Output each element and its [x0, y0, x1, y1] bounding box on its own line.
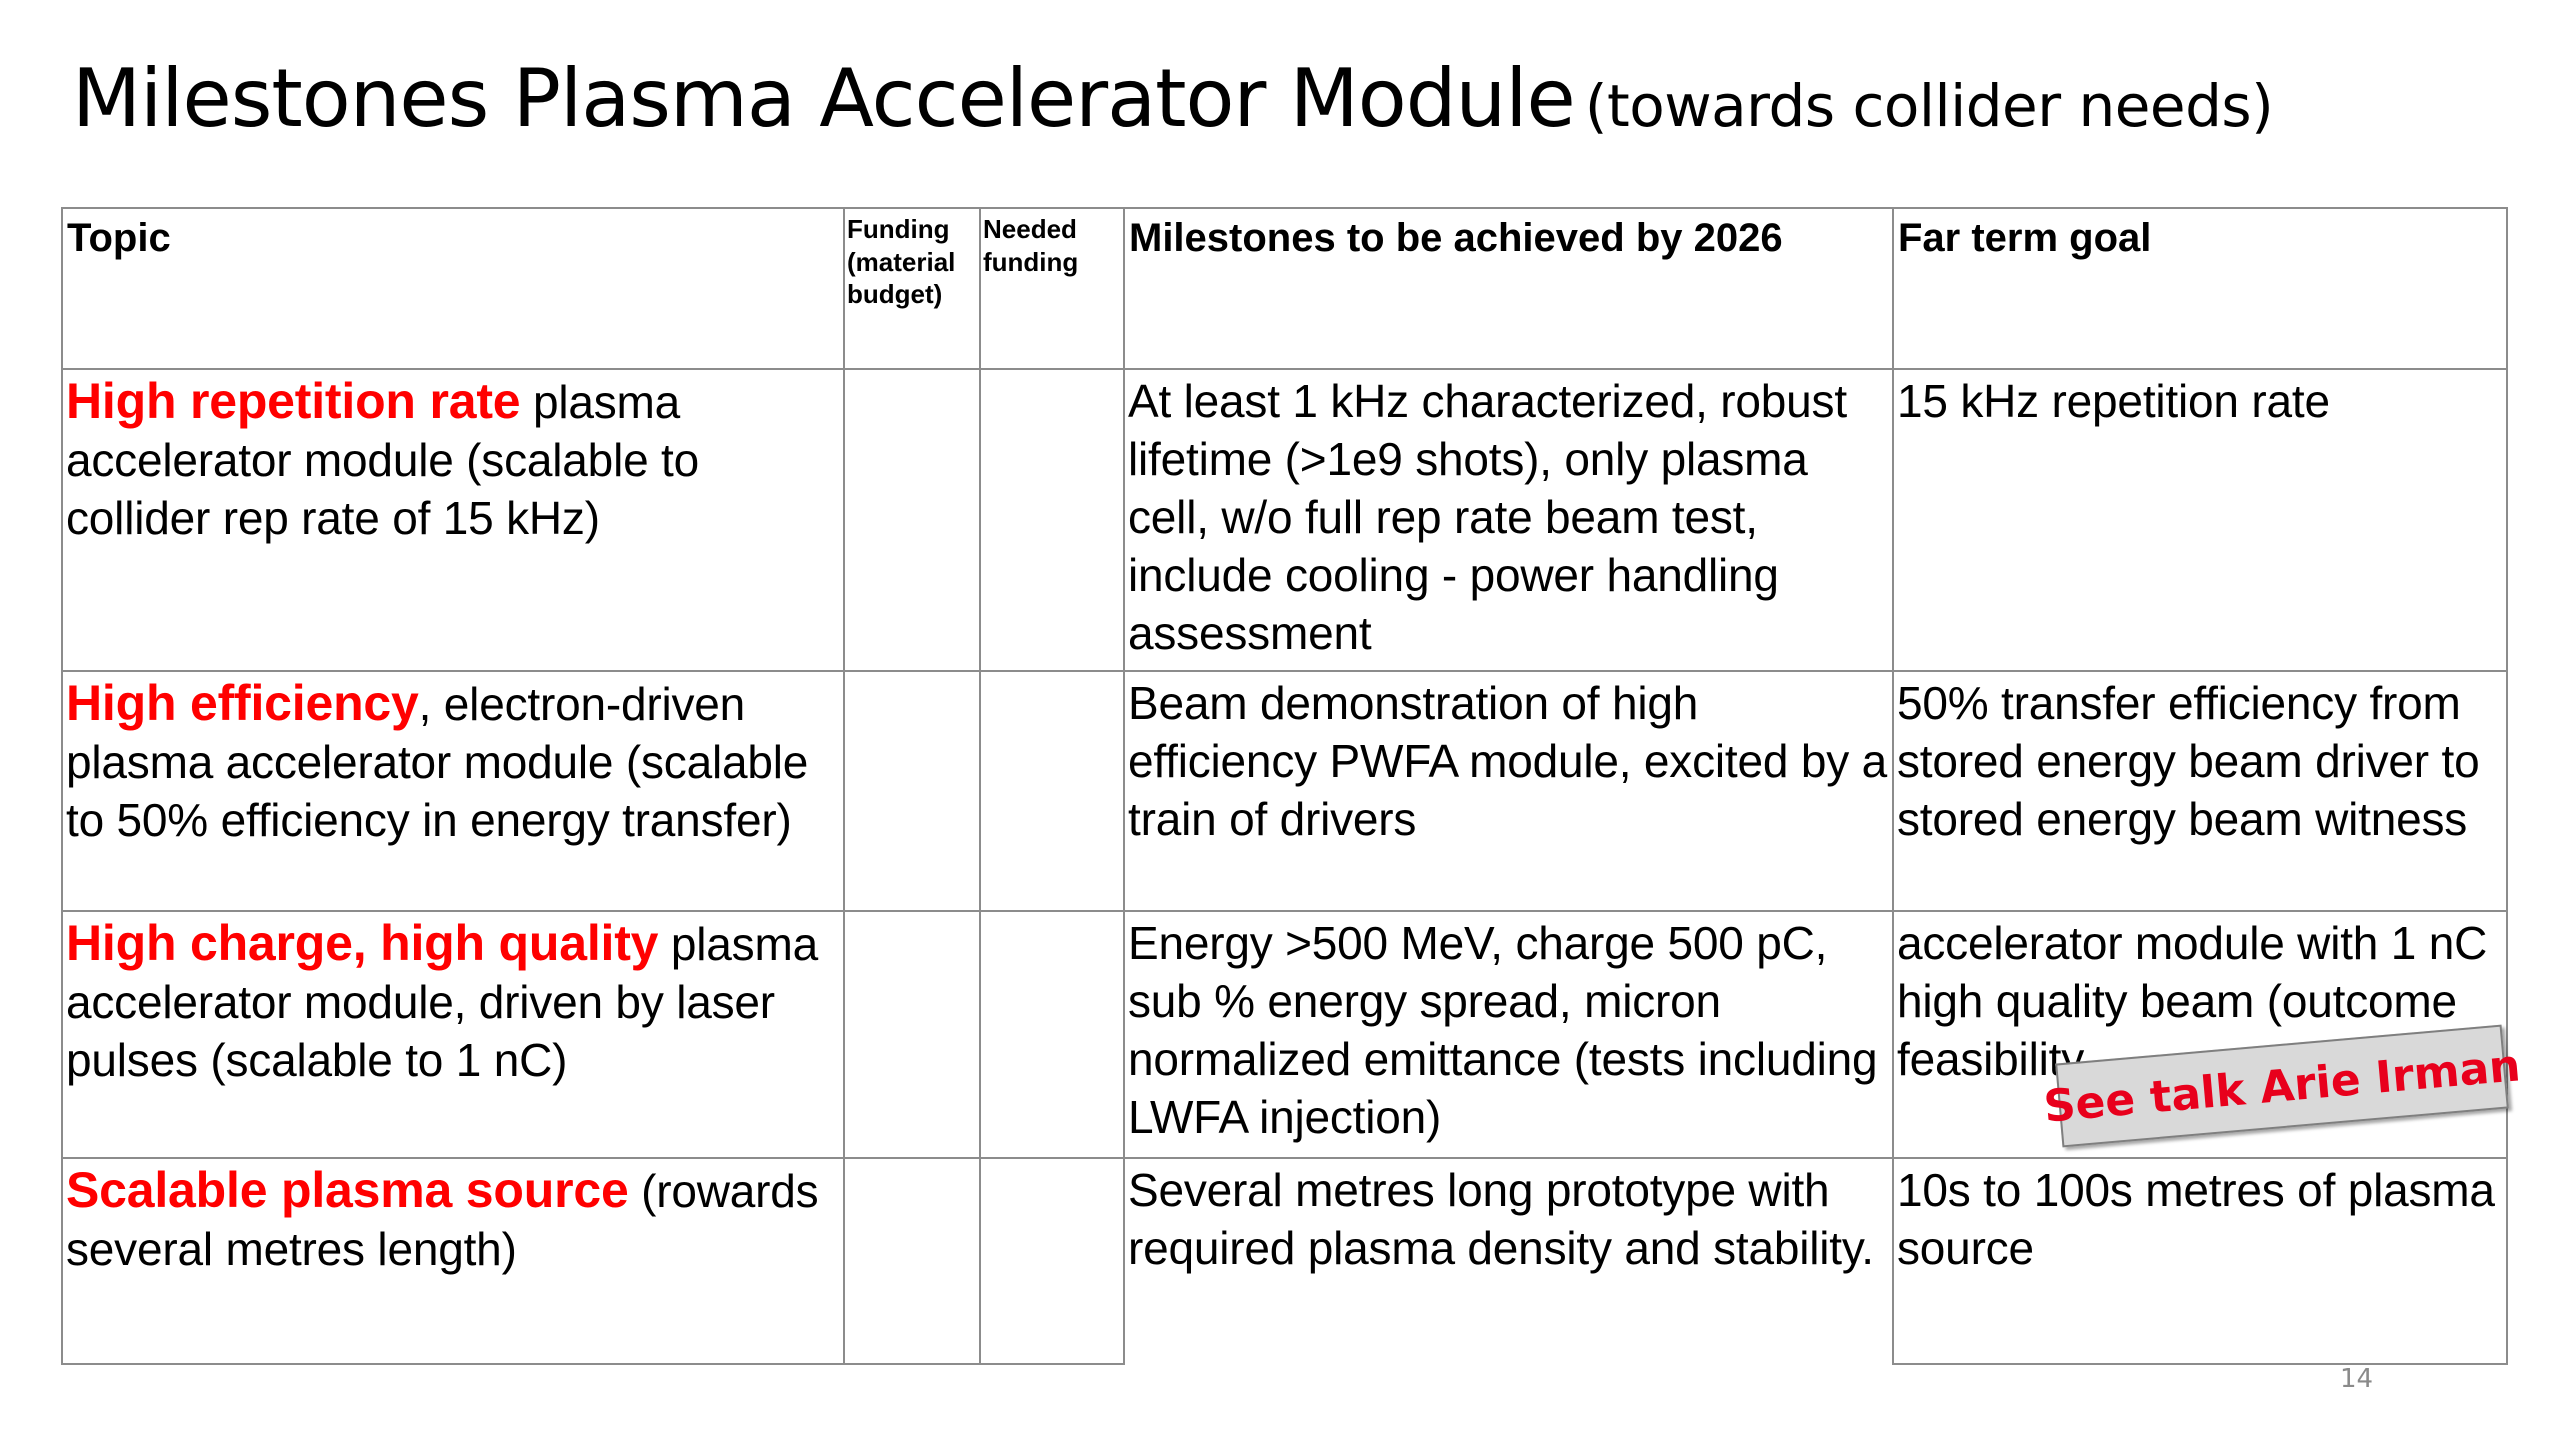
table-row-3-topic: High charge, high quality plasma acceler…	[63, 912, 843, 1157]
table-row-2-far-goal: 50% transfer efficiency from stored ener…	[1897, 677, 2480, 845]
table-row-divider	[61, 670, 2508, 672]
table-row-1-milestones: At least 1 kHz characterized, robust lif…	[1128, 375, 1847, 659]
header-far-term-goal: Far term goal	[1898, 216, 2152, 260]
topic-highlight: High efficiency	[66, 675, 419, 731]
table-row-3-funding	[845, 912, 979, 1157]
col-divider-far	[1892, 207, 1894, 1365]
table-border-top	[61, 207, 2508, 209]
col-divider-funding	[843, 207, 845, 1365]
table-border-bottom-right	[1892, 1363, 2508, 1365]
header-milestones: Milestones to be achieved by 2026	[1129, 216, 1783, 260]
table-row-2-topic: High efficiency, electron-driven plasma …	[63, 672, 843, 910]
page-number: 14	[2340, 1364, 2374, 1394]
topic-text: plasma accelerator module (scalable to c…	[66, 376, 700, 544]
col-divider-needed	[979, 207, 981, 1365]
table-row-4-milestones: Several metres long prototype with requi…	[1128, 1164, 1874, 1274]
table-row-4-far-goal: 10s to 100s metres of plasma source	[1897, 1164, 2495, 1274]
table-row-3-far-goal: accelerator module with 1 nC high qualit…	[1897, 917, 2488, 1085]
table-row-1-funding	[845, 370, 979, 670]
table-border-bottom-left	[61, 1363, 1125, 1365]
table-border-right	[2506, 207, 2508, 1365]
topic-text: , electron-driven plasma accelerator mod…	[66, 678, 809, 846]
table-row-1-far-goal: 15 kHz repetition rate	[1897, 375, 2330, 427]
title-subtitle: (towards collider needs)	[1584, 72, 2274, 140]
table-row-1-topic: High repetition rate plasma accelerator …	[63, 370, 843, 670]
header-funding: Funding (material budget)	[847, 214, 956, 309]
table-row-divider	[61, 368, 2508, 370]
table-row-3-needed	[981, 912, 1123, 1157]
table-row-4-topic: Scalable plasma source (rowards several …	[63, 1159, 843, 1363]
page-title: Milestones Plasma Accelerator Module (to…	[72, 52, 2274, 145]
title-main: Milestones Plasma Accelerator Module	[72, 52, 1576, 145]
topic-text: plasma accelerator module, driven by las…	[66, 918, 818, 1086]
topic-highlight: High charge, high quality	[66, 915, 659, 971]
header-topic: Topic	[67, 216, 171, 260]
topic-highlight: High repetition rate	[66, 373, 521, 429]
table-row-4-funding	[845, 1159, 979, 1363]
topic-text: (rowards several metres length)	[66, 1165, 819, 1275]
table-row-divider	[61, 910, 2508, 912]
topic-highlight: Scalable plasma source	[66, 1162, 629, 1218]
table-row-2-needed	[981, 672, 1123, 910]
table-border-left	[61, 207, 63, 1365]
table-row-divider	[61, 1157, 2508, 1159]
table-row-3-milestones: Energy >500 MeV, charge 500 pC, sub % en…	[1128, 917, 1878, 1143]
header-needed-funding: Needed funding	[983, 214, 1079, 277]
table-row-2-milestones: Beam demonstration of high efficiency PW…	[1128, 677, 1887, 845]
table-row-4-needed	[981, 1159, 1123, 1363]
table-row-2-funding	[845, 672, 979, 910]
col-divider-milestones	[1123, 207, 1125, 1365]
table-row-1-needed	[981, 370, 1123, 670]
